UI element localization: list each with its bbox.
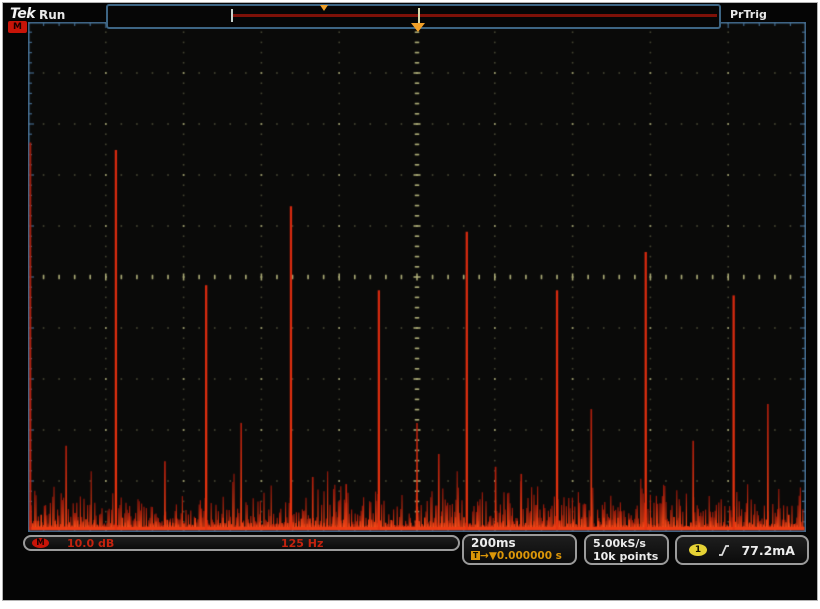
sample-rate: 5.00kS/s: [593, 537, 646, 550]
math-horizontal-scale: 125 Hz: [281, 537, 324, 550]
math-channel-badge: M: [32, 538, 49, 548]
acquisition-readout-box: 5.00kS/s 10k points: [584, 534, 669, 565]
down-triangle-icon: ▼: [488, 550, 497, 562]
record-view-waveform: [233, 14, 717, 17]
math-vertical-scale: 10.0 dB: [67, 537, 115, 550]
trigger-source-badge: 1: [689, 544, 707, 556]
record-view-triangle-icon: [320, 5, 328, 11]
trigger-position-icon: [411, 23, 425, 32]
tek-logo: Tek: [10, 6, 36, 22]
trigger-position-readout: T →▼0.000000 s: [471, 550, 575, 563]
time-per-division: 200ms: [471, 536, 516, 550]
record-view-left-bracket-icon: [231, 9, 233, 22]
arrow-right-icon: →: [480, 550, 489, 562]
rising-edge-icon: [719, 544, 730, 556]
horizontal-readout-box: 200ms T →▼0.000000 s: [462, 534, 577, 565]
fft-spectrum-graticule: [28, 22, 806, 532]
math-readout-box: M 10.0 dB 125 Hz: [23, 535, 460, 551]
trigger-level: 77.2mA: [741, 542, 795, 558]
oscilloscope-screen: Tek Run PrTrig M M 10.0 dB 125 Hz 200ms …: [2, 2, 818, 601]
trigger-t-icon: T: [471, 551, 480, 560]
acquisition-status: Run: [39, 8, 66, 22]
math-reference-marker: M: [8, 21, 27, 33]
record-view-trigger-marker-icon: [418, 8, 420, 23]
trigger-position-value: 0.000000 s: [496, 550, 562, 562]
trigger-status: PrTrig: [730, 8, 767, 21]
trigger-readout-box: 1 77.2mA: [675, 535, 809, 565]
record-length: 10k points: [593, 550, 659, 563]
